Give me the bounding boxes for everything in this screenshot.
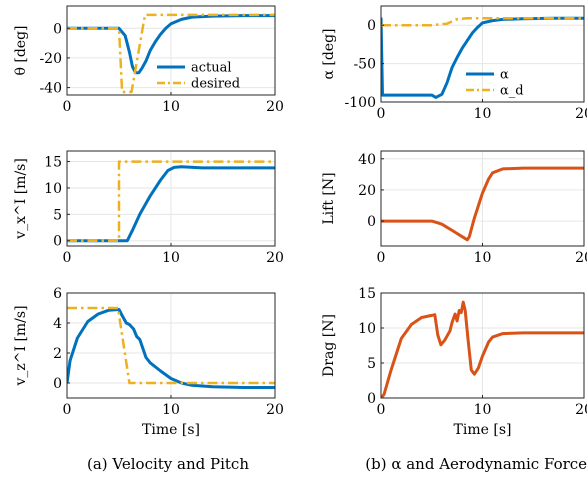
- series-line-vz-0: [67, 308, 275, 389]
- y-tick-label: -40: [39, 81, 62, 97]
- series-line-vx-1: [67, 160, 275, 242]
- x-tick-label: 10: [162, 402, 180, 418]
- y-tick-label: 0: [367, 214, 376, 230]
- y-tick-label: 0: [367, 18, 376, 34]
- series-line-alpha-1: [381, 17, 584, 27]
- y-axis-label: Drag [N]: [321, 314, 337, 377]
- x-tick-label: 0: [63, 99, 72, 115]
- x-tick-label: 10: [474, 106, 492, 122]
- y-tick-label: 0: [367, 391, 376, 407]
- y-tick-label: 0: [53, 21, 62, 37]
- x-axis-label: Time [s]: [454, 422, 512, 438]
- series-line-vx-0: [67, 165, 275, 243]
- x-axis-label: Time [s]: [142, 422, 200, 438]
- y-tick-label: 2: [53, 346, 62, 362]
- y-tick-label: 5: [367, 356, 376, 372]
- y-tick-label: 10: [358, 321, 376, 337]
- chart-vz: 0 10 20 0 2 4 6 v_z^I [m/s] Time [s]: [13, 286, 284, 438]
- y-tick-label: 4: [53, 316, 62, 332]
- y-axis-label: α [deg]: [321, 28, 337, 79]
- y-tick-label: -50: [353, 57, 376, 73]
- chart-lift: 0 10 20 0 20 40 Lift [N]: [321, 150, 587, 266]
- x-tick-label: 20: [575, 106, 587, 122]
- x-tick-label: 20: [266, 99, 284, 115]
- series-line-drag-0: [381, 300, 584, 398]
- x-tick-label: 10: [162, 99, 180, 115]
- chart-vx: 0 10 20 0 5 10 15 v_x^I [m/s]: [13, 150, 284, 266]
- series-line-theta-1: [67, 13, 275, 94]
- chart-alpha: 0 10 20 -100 -50 0 α [deg] αα_d: [321, 5, 587, 122]
- y-tick-label: 15: [44, 155, 62, 171]
- legend-label: α: [500, 68, 509, 83]
- y-tick-label: -100: [345, 95, 376, 111]
- chart-drag: 0 10 20 0 5 10 15 Drag [N] Time [s]: [321, 286, 587, 438]
- x-tick-label: 20: [266, 402, 284, 418]
- series-line-vz-1: [67, 306, 275, 385]
- x-tick-label: 0: [377, 402, 386, 418]
- y-tick-label: 5: [53, 207, 62, 223]
- y-tick-label: 0: [53, 234, 62, 250]
- y-tick-label: -20: [39, 51, 62, 67]
- x-tick-label: 0: [63, 402, 72, 418]
- series-line-theta-0: [67, 14, 275, 75]
- caption-b: (b) α and Aerodynamic Forces: [365, 455, 587, 473]
- x-tick-label: 20: [575, 402, 587, 418]
- y-axis-label: v_x^I [m/s]: [13, 158, 29, 240]
- y-tick-label: 6: [53, 286, 62, 302]
- y-axis-label: v_z^I [m/s]: [13, 305, 29, 386]
- legend-label: desired: [191, 77, 240, 92]
- legend-label: α_d: [500, 84, 524, 99]
- x-tick-label: 10: [474, 250, 492, 266]
- x-tick-label: 0: [377, 106, 386, 122]
- x-tick-label: 10: [162, 250, 180, 266]
- y-tick-label: 40: [358, 152, 376, 168]
- x-tick-label: 20: [266, 250, 284, 266]
- x-tick-label: 0: [377, 250, 386, 266]
- y-tick-label: 10: [44, 181, 62, 197]
- y-axis-label: θ [deg]: [13, 25, 29, 75]
- y-axis-label: Lift [N]: [321, 172, 337, 224]
- x-tick-label: 10: [474, 402, 492, 418]
- x-tick-label: 0: [63, 250, 72, 266]
- caption-a: (a) Velocity and Pitch: [87, 455, 249, 473]
- legend: αα_d: [466, 68, 524, 99]
- series-line-lift-0: [381, 166, 584, 242]
- y-tick-label: 15: [358, 286, 376, 302]
- y-tick-label: 0: [53, 376, 62, 392]
- y-tick-label: 20: [358, 183, 376, 199]
- legend-label: actual: [191, 61, 232, 76]
- x-tick-label: 20: [575, 250, 587, 266]
